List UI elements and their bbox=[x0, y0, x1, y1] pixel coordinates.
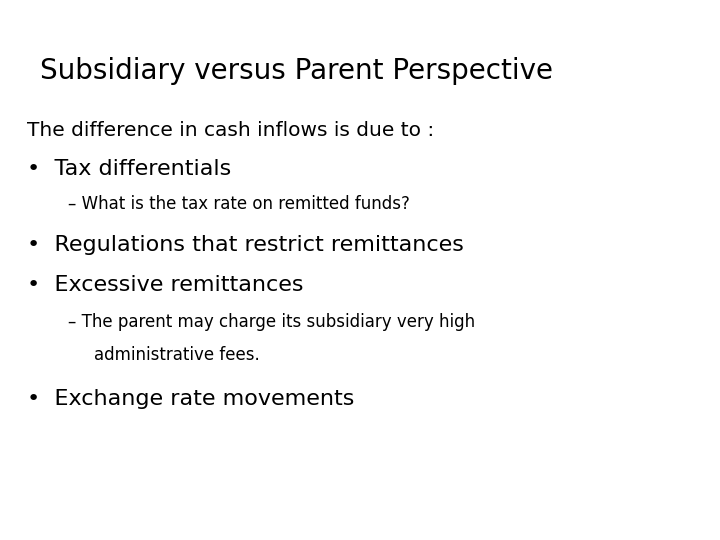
Text: •  Regulations that restrict remittances: • Regulations that restrict remittances bbox=[27, 235, 464, 255]
Text: – What is the tax rate on remitted funds?: – What is the tax rate on remitted funds… bbox=[68, 195, 410, 213]
Text: Subsidiary versus Parent Perspective: Subsidiary versus Parent Perspective bbox=[40, 57, 553, 85]
Text: •  Exchange rate movements: • Exchange rate movements bbox=[27, 389, 355, 409]
Text: •  Excessive remittances: • Excessive remittances bbox=[27, 275, 304, 295]
Text: The difference in cash inflows is due to :: The difference in cash inflows is due to… bbox=[27, 122, 435, 140]
Text: – The parent may charge its subsidiary very high: – The parent may charge its subsidiary v… bbox=[68, 313, 475, 331]
Text: •  Tax differentials: • Tax differentials bbox=[27, 159, 232, 179]
Text: administrative fees.: administrative fees. bbox=[94, 346, 259, 363]
